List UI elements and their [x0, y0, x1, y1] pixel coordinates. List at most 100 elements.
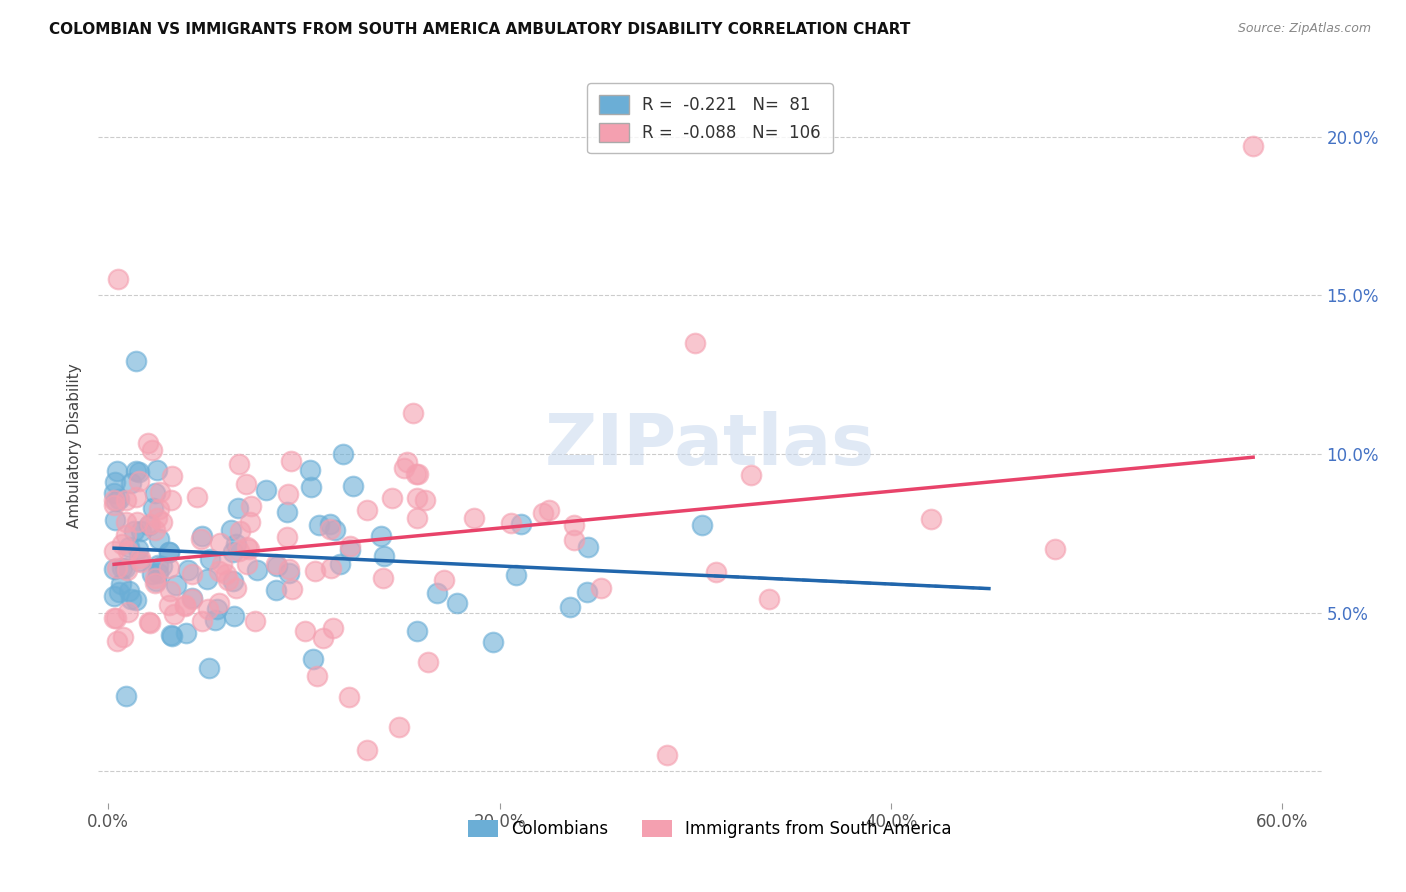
Point: [148, 502, 170, 516]
Point: [558, 600, 581, 615]
Point: [125, 593, 148, 607]
Y-axis label: Ambulatory Disability: Ambulatory Disability: [67, 364, 83, 528]
Point: [446, 596, 468, 610]
Point: [174, 599, 197, 613]
Point: [402, 406, 425, 420]
Point: [305, 669, 328, 683]
Point: [142, 500, 165, 515]
Point: [125, 464, 148, 478]
Point: [405, 467, 427, 482]
Point: [392, 461, 415, 475]
Point: [157, 544, 180, 558]
Point: [294, 624, 316, 638]
Point: [278, 562, 301, 576]
Point: [115, 516, 138, 530]
Point: [562, 533, 585, 548]
Point: [105, 560, 128, 574]
Point: [235, 476, 257, 491]
Point: [562, 518, 585, 533]
Point: [114, 528, 136, 542]
Point: [146, 566, 169, 581]
Point: [103, 513, 125, 527]
Point: [128, 550, 150, 565]
Point: [266, 582, 288, 597]
Point: [103, 499, 125, 513]
Point: [301, 652, 323, 666]
Point: [186, 490, 208, 504]
Point: [685, 335, 707, 350]
Point: [329, 557, 352, 571]
Point: [104, 475, 127, 490]
Point: [149, 485, 172, 500]
Point: [120, 475, 142, 490]
Point: [215, 567, 238, 582]
Point: [176, 563, 198, 577]
Legend: Colombians, Immigrants from South America: Colombians, Immigrants from South Americ…: [461, 813, 959, 845]
Point: [576, 541, 599, 555]
Point: [111, 630, 134, 644]
Point: [165, 577, 187, 591]
Point: [117, 605, 139, 619]
Point: [159, 493, 181, 508]
Point: [138, 436, 160, 450]
Point: [276, 505, 298, 519]
Point: [180, 591, 202, 606]
Point: [160, 469, 183, 483]
Point: [159, 628, 181, 642]
Point: [575, 585, 598, 599]
Point: [143, 571, 166, 585]
Point: [204, 614, 226, 628]
Point: [690, 518, 713, 533]
Point: [163, 607, 186, 621]
Point: [235, 540, 257, 554]
Point: [190, 614, 212, 628]
Point: [105, 634, 128, 648]
Point: [276, 530, 298, 544]
Point: [332, 447, 354, 461]
Point: [236, 558, 259, 572]
Point: [322, 621, 344, 635]
Point: [254, 483, 277, 498]
Point: [920, 512, 942, 526]
Point: [174, 598, 197, 612]
Point: [426, 586, 449, 600]
Point: [111, 536, 134, 550]
Point: [591, 581, 613, 595]
Point: [505, 568, 527, 582]
Point: [228, 544, 250, 558]
Point: [174, 625, 197, 640]
Point: [319, 517, 342, 532]
Point: [205, 602, 228, 616]
Point: [127, 515, 149, 529]
Point: [339, 543, 361, 558]
Point: [117, 544, 139, 558]
Point: [321, 561, 343, 575]
Point: [211, 557, 233, 571]
Point: [337, 690, 360, 704]
Point: [704, 565, 727, 579]
Point: [162, 629, 184, 643]
Point: [107, 464, 129, 478]
Text: COLOMBIAN VS IMMIGRANTS FROM SOUTH AMERICA AMBULATORY DISABILITY CORRELATION CHA: COLOMBIAN VS IMMIGRANTS FROM SOUTH AMERI…: [49, 22, 911, 37]
Point: [266, 559, 288, 574]
Point: [150, 558, 173, 573]
Point: [180, 567, 202, 582]
Point: [531, 507, 554, 521]
Point: [145, 574, 167, 588]
Point: [129, 524, 152, 538]
Point: [146, 558, 169, 573]
Point: [145, 485, 167, 500]
Point: [418, 656, 440, 670]
Point: [356, 502, 378, 516]
Point: [103, 611, 125, 625]
Point: [197, 602, 219, 616]
Point: [117, 563, 139, 577]
Point: [157, 598, 180, 612]
Point: [128, 554, 150, 568]
Point: [150, 516, 173, 530]
Point: [277, 487, 299, 501]
Point: [103, 562, 125, 576]
Point: [110, 577, 132, 591]
Point: [228, 457, 250, 471]
Point: [129, 555, 152, 569]
